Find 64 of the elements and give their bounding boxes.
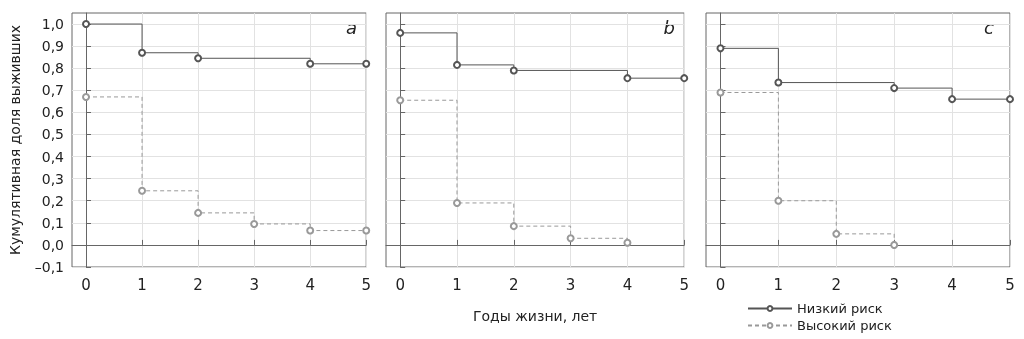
point (716, 88, 725, 97)
x-tick-label: 3 (565, 275, 576, 294)
y-tick-label: 0,6 (41, 104, 65, 121)
point (509, 66, 518, 75)
point (453, 60, 462, 69)
y-tick-label: 0,4 (41, 148, 65, 165)
x-tick-label: 5 (679, 275, 689, 294)
y-tick-label: 1,0 (41, 16, 64, 33)
point (566, 234, 575, 243)
point (138, 48, 147, 57)
x-tick-label: 4 (622, 275, 633, 294)
x-tick-label: 2 (509, 275, 519, 294)
x-tick-label: 2 (193, 275, 203, 294)
y-tick-label: 0,1 (41, 214, 64, 231)
y-tick-label: –0,1 (34, 259, 64, 275)
point (453, 198, 462, 207)
point (832, 229, 841, 238)
point (138, 186, 147, 195)
y-tick-label: 0,8 (41, 60, 64, 77)
point (1006, 95, 1014, 104)
point (623, 74, 632, 83)
y-tick-label: 0,3 (41, 170, 64, 187)
y-tick-label: 0,5 (41, 126, 64, 143)
point (82, 92, 91, 101)
point (396, 96, 405, 105)
point (716, 44, 725, 53)
point (623, 238, 632, 247)
point (250, 219, 259, 228)
x-tick-label: 4 (305, 275, 315, 294)
point (774, 78, 783, 87)
x-tick-label: 5 (361, 275, 371, 294)
x-tick-label: 1 (773, 275, 784, 294)
point (194, 208, 203, 217)
x-tick-label: 3 (889, 275, 899, 294)
point (890, 240, 899, 249)
point (948, 95, 957, 104)
point (509, 222, 518, 231)
point (890, 84, 899, 93)
x-tick-label: 0 (395, 275, 405, 294)
y-tick-label: 0,0 (41, 236, 64, 253)
point (82, 20, 91, 29)
point (396, 28, 405, 37)
point (680, 74, 689, 83)
x-tick-label: 1 (452, 275, 462, 294)
y-tick-label: 0,2 (41, 192, 64, 209)
x-tick-label: 0 (715, 275, 726, 294)
point (306, 59, 315, 68)
legend-label: Низкий риск (797, 301, 883, 316)
point (362, 59, 371, 68)
x-tick-label: 2 (831, 275, 842, 294)
point (362, 226, 371, 235)
point (194, 54, 203, 63)
x-tick-label: 1 (137, 275, 147, 294)
y-tick-label: 0,9 (41, 38, 64, 55)
x-tick-label: 4 (947, 275, 957, 294)
point (306, 226, 315, 235)
y-tick-label: 0,7 (41, 82, 64, 99)
point (774, 196, 783, 205)
legend-label: Высокий риск (797, 318, 893, 333)
x-axis-title: Годы жизни, лет (472, 308, 598, 324)
y-axis-title: Кумулятивная доля выживших (7, 24, 23, 256)
x-tick-label: 0 (81, 275, 91, 294)
x-tick-label: 5 (1005, 275, 1015, 294)
x-tick-label: 3 (249, 275, 259, 294)
